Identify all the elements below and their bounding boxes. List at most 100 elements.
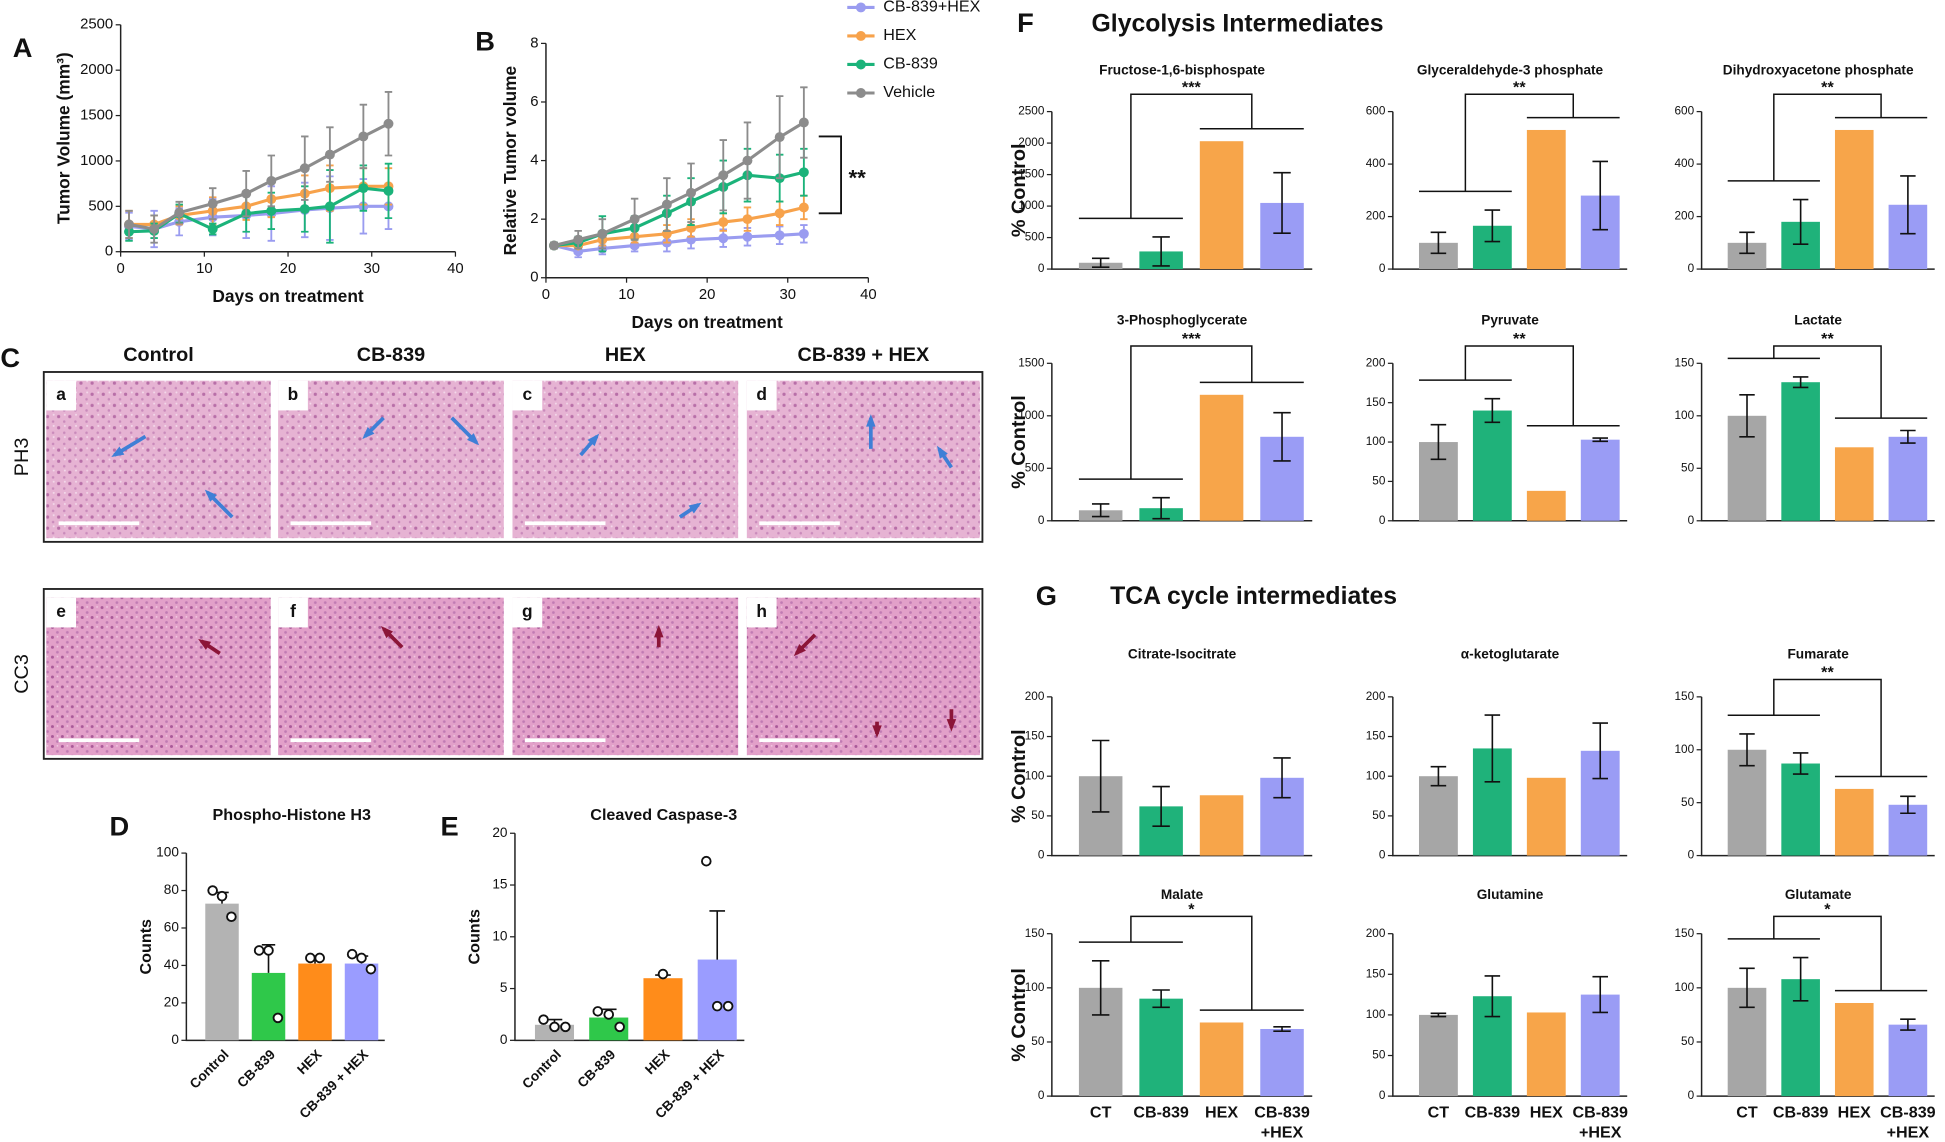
row-label: PH3 [11, 438, 33, 477]
bar [1199, 1022, 1244, 1097]
point [549, 240, 559, 251]
image-letter: c [523, 384, 533, 404]
error-bar [1792, 752, 1809, 775]
point [686, 187, 696, 198]
x-tick-label: 20 [280, 261, 297, 277]
significance: ** [1513, 78, 1526, 96]
error-bar [1592, 975, 1608, 1014]
bar [1834, 788, 1874, 856]
bar [205, 903, 239, 1041]
y-tick-label: 150 [1366, 730, 1386, 743]
section-title: Glycolysis Intermediates [1092, 10, 1384, 37]
bar [1418, 1014, 1458, 1097]
significance: ** [1513, 330, 1526, 348]
legend-label: HEX [883, 26, 916, 44]
bar [1526, 1012, 1566, 1097]
image-letter-box [746, 380, 777, 411]
y-tick-label: 150 [1675, 927, 1695, 940]
error-bar [1484, 209, 1501, 243]
y-tick-label: 10 [492, 928, 508, 943]
series-line [553, 121, 805, 248]
arrow-head [936, 445, 948, 459]
panel-label: C [0, 342, 20, 373]
histology-image [278, 597, 504, 756]
chart-title: Dihydroxyacetone phosphate [1723, 62, 1914, 77]
y-tick-label: 1500 [1018, 168, 1045, 181]
y-tick-label: 200 [1366, 210, 1386, 223]
bar [1781, 382, 1820, 521]
y-tick-label: 50 [1681, 1035, 1695, 1048]
y-tick-label: 100 [1366, 769, 1386, 782]
bar [1727, 749, 1767, 856]
y-tick-label: 1000 [1018, 199, 1045, 212]
column-title: CB-839 [357, 344, 425, 366]
point [299, 204, 310, 215]
arrow-head [204, 489, 217, 502]
x-tick-label: HEX [294, 1047, 324, 1077]
y-tick-label: 50 [1681, 461, 1695, 474]
bar [251, 972, 286, 1041]
y-tick-label: 50 [1372, 1049, 1386, 1062]
image-letter-box [278, 597, 308, 628]
point [299, 163, 310, 174]
significance: ** [1821, 664, 1834, 682]
chart-title: Malate [1161, 887, 1204, 902]
arrow-head [587, 433, 600, 447]
data-point [216, 890, 228, 902]
y-tick-label: 100 [1366, 435, 1386, 448]
point [718, 217, 729, 228]
image-letter: a [56, 384, 66, 404]
error-bar [1152, 989, 1170, 1009]
y-tick-label: 0 [1688, 262, 1695, 275]
y-axis-label: % Control [1008, 395, 1030, 489]
x-tick-label: CB-839 [1254, 1104, 1310, 1122]
x-tick-label: HEX [1838, 1104, 1871, 1122]
arrow-head [654, 624, 664, 638]
image-letter: b [288, 384, 299, 404]
y-axis-label: Relative Tumor volume [500, 65, 520, 255]
bar [1199, 394, 1244, 521]
y-tick-label: 0 [1379, 1089, 1386, 1102]
y-tick-label: 6 [530, 94, 538, 110]
y-tick-label: 2000 [80, 62, 113, 78]
y-tick-label: 200 [1675, 210, 1695, 223]
y-tick-label: 0 [1379, 849, 1386, 862]
y-tick-label: 0 [500, 1032, 508, 1047]
x-tick-label: HEX [1205, 1104, 1238, 1122]
significance: * [1188, 900, 1195, 918]
x-tick-label: 0 [117, 261, 125, 277]
x-tick-label: +HEX [1261, 1124, 1304, 1142]
legend-label: CB-839+HEX [883, 0, 980, 16]
series-line [553, 232, 804, 253]
image-letter-box [746, 597, 777, 628]
x-tick-label: CB-839 [1133, 1104, 1189, 1122]
error-bar [1430, 231, 1447, 255]
bar [1199, 141, 1244, 270]
x-tick-label: +HEX [1579, 1124, 1622, 1142]
y-tick-label: 2500 [1018, 105, 1045, 118]
point [742, 214, 753, 225]
error-bar [1273, 171, 1291, 234]
y-tick-label: 1000 [1018, 409, 1045, 422]
bar [697, 959, 737, 1041]
y-tick-label: 100 [1675, 981, 1695, 994]
y-tick-label: 200 [1366, 927, 1386, 940]
x-tick-label: +HEX [1887, 1124, 1930, 1142]
bracket [818, 135, 842, 215]
bar [1834, 1002, 1874, 1097]
error-bar [1430, 423, 1447, 461]
column-title: Control [123, 344, 193, 366]
error-bar [1091, 959, 1110, 1016]
data-point [711, 1000, 723, 1012]
axis-line [514, 833, 745, 1042]
point [149, 224, 160, 234]
data-point [592, 1006, 604, 1017]
y-tick-label: 1500 [80, 107, 113, 123]
x-tick-label: CB-839 [1572, 1104, 1628, 1122]
y-tick-label: 150 [1675, 690, 1695, 703]
significance: *** [1182, 78, 1202, 96]
image-letter-box [278, 380, 308, 411]
point [798, 228, 809, 239]
arrow-head [688, 502, 702, 514]
data-point [538, 1014, 549, 1025]
